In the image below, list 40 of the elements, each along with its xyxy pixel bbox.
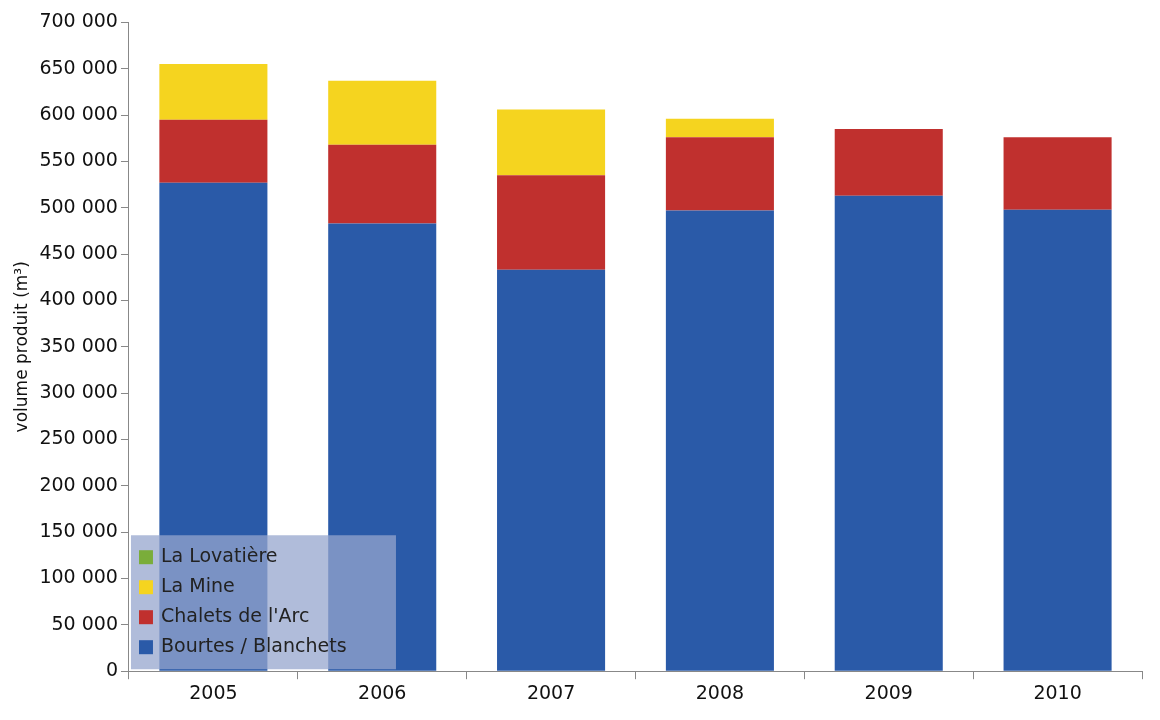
legend-label: La Mine — [160, 574, 235, 597]
bar — [665, 118, 774, 138]
bar — [834, 195, 943, 671]
legend-label: Chalets de l'Arc — [160, 604, 310, 627]
x-tick-label: 2009 — [864, 680, 913, 703]
bar — [159, 64, 268, 120]
legend-label: La Lovatière — [160, 544, 278, 567]
legend-label: Bourtes / Blanchets — [160, 634, 347, 657]
bar — [497, 269, 606, 671]
y-tick-label: 150 000 — [39, 519, 118, 542]
y-tick-label: 50 000 — [51, 611, 118, 634]
y-tick-label: 500 000 — [39, 194, 118, 217]
bar — [1003, 137, 1112, 210]
y-tick-label: 450 000 — [39, 241, 118, 264]
y-tick-label: 650 000 — [39, 55, 118, 78]
bar — [665, 210, 774, 671]
bar — [159, 119, 268, 183]
bar — [497, 109, 606, 176]
bar — [834, 128, 943, 196]
y-tick-label: 700 000 — [39, 9, 118, 32]
bar — [328, 80, 437, 145]
y-tick-label: 250 000 — [39, 426, 118, 449]
y-tick-label: 550 000 — [39, 148, 118, 171]
y-tick-label: 0 — [105, 658, 118, 681]
bar — [328, 144, 437, 224]
x-tick-label: 2008 — [695, 680, 745, 703]
y-tick-label: 100 000 — [39, 565, 118, 588]
y-tick-label: 600 000 — [39, 102, 118, 125]
bar — [497, 175, 606, 270]
bar — [665, 137, 774, 211]
y-tick-label: 200 000 — [39, 472, 118, 495]
bar — [1003, 209, 1112, 671]
y-tick-label: 400 000 — [39, 287, 118, 310]
y-tick-label: 350 000 — [39, 333, 118, 356]
x-tick-label: 2006 — [358, 680, 407, 703]
y-axis-title: volume produit (m³) — [10, 261, 31, 433]
y-tick-label: 300 000 — [39, 380, 118, 403]
x-tick-label: 2005 — [189, 680, 238, 703]
x-tick-label: 2010 — [1033, 680, 1082, 703]
x-tick-label: 2007 — [526, 680, 576, 703]
